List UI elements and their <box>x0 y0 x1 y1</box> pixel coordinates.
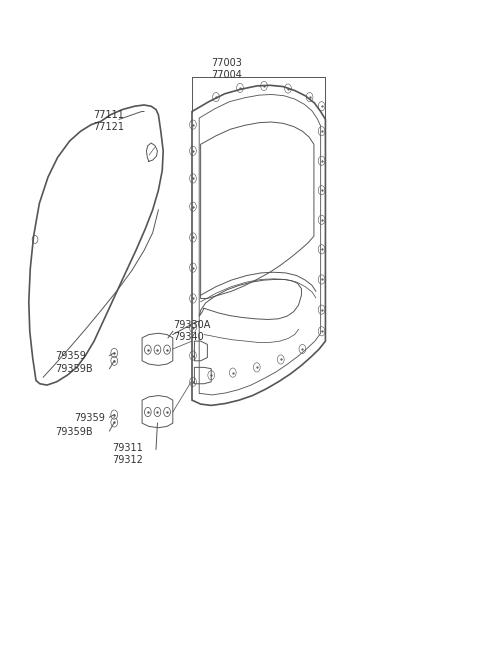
Text: 79330A
79340: 79330A 79340 <box>173 320 210 342</box>
Text: 79359: 79359 <box>55 350 86 361</box>
Text: 77003
77004: 77003 77004 <box>211 58 242 80</box>
Text: 79359: 79359 <box>74 413 105 423</box>
Text: 79359B: 79359B <box>55 364 93 375</box>
Text: 79311
79312: 79311 79312 <box>112 443 143 465</box>
Text: 79359B: 79359B <box>55 426 93 437</box>
Text: 77111
77121: 77111 77121 <box>94 110 125 133</box>
